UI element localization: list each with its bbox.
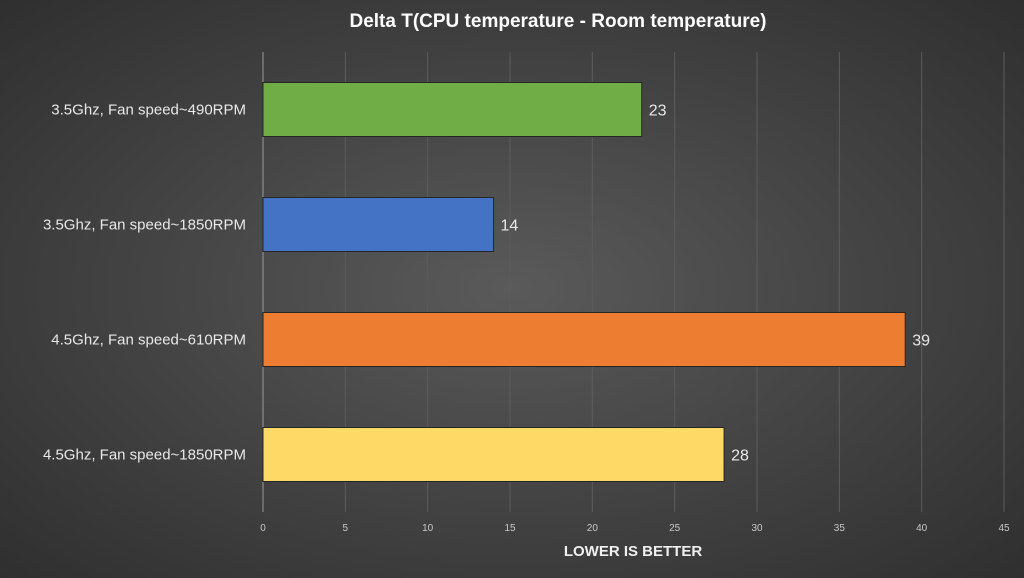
- x-tick-label: 15: [504, 523, 516, 534]
- bar: [262, 427, 725, 482]
- data-label: 28: [731, 448, 749, 465]
- x-axis-title: LOWER IS BETTER: [564, 543, 703, 560]
- data-label: 39: [912, 333, 930, 350]
- x-tick-label: 30: [751, 523, 763, 534]
- labels-layer: 23 3.5Ghz, Fan speed~490RPM 14 3.5Ghz, Fan …: [43, 102, 930, 465]
- y-category-label: 3.5Ghz, Fan speed~490RPM: [51, 102, 246, 119]
- y-category-label: 4.5Ghz, Fan speed~610RPM: [51, 332, 246, 349]
- bar: [262, 312, 906, 367]
- x-tick-label: 0: [260, 523, 266, 534]
- x-tick-label: 45: [998, 523, 1010, 534]
- x-tick-label: 35: [834, 523, 846, 534]
- x-tick-label: 20: [587, 523, 599, 534]
- y-category-label: 3.5Ghz, Fan speed~1850RPM: [43, 217, 246, 234]
- x-tick-label: 25: [669, 523, 681, 534]
- x-tick-label: 40: [916, 523, 928, 534]
- bars-layer: [262, 82, 906, 482]
- chart-title: Delta T(CPU temperature - Room temperatu…: [349, 11, 766, 32]
- x-tick-label: 10: [422, 523, 434, 534]
- bar: [262, 197, 495, 252]
- y-category-label: 4.5Ghz, Fan speed~1850RPM: [43, 447, 246, 464]
- data-label: 23: [649, 103, 667, 120]
- ticks-layer: 0 5 10 15 20 25 30 35 40 45: [260, 523, 1010, 534]
- data-label: 14: [501, 218, 519, 235]
- x-tick-label: 5: [343, 523, 349, 534]
- bar: [262, 82, 643, 137]
